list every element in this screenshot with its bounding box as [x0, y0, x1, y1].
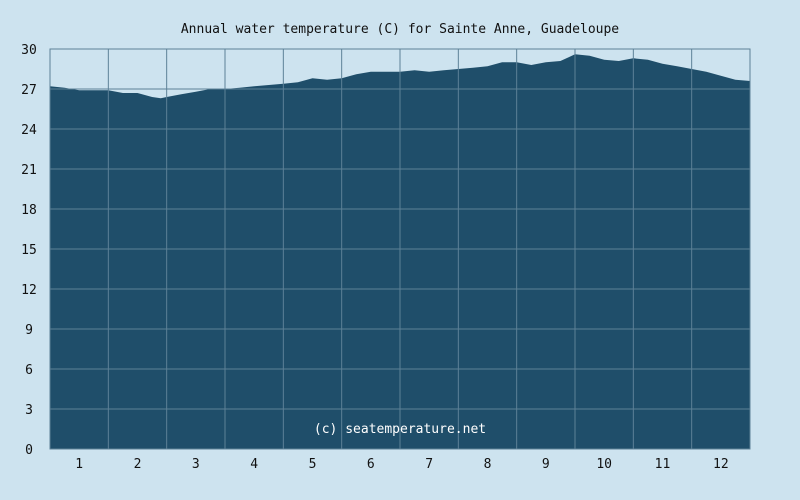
x-tick-label: 7 — [425, 457, 433, 472]
y-tick-label: 6 — [25, 363, 33, 378]
x-tick-label: 6 — [367, 457, 375, 472]
x-tick-label: 2 — [134, 457, 142, 472]
y-tick-label: 15 — [21, 243, 37, 258]
x-tick-label: 10 — [596, 457, 612, 472]
y-tick-label: 3 — [25, 403, 33, 418]
y-tick-label: 27 — [21, 83, 37, 98]
y-tick-label: 24 — [21, 123, 37, 138]
chart-title: Annual water temperature (C) for Sainte … — [181, 22, 619, 37]
watermark-text: (c) seatemperature.net — [314, 422, 486, 437]
y-tick-label: 9 — [25, 323, 33, 338]
y-tick-label: 0 — [25, 443, 33, 458]
y-tick-label: 30 — [21, 43, 37, 58]
x-tick-label: 5 — [309, 457, 317, 472]
y-tick-label: 18 — [21, 203, 37, 218]
x-tick-label: 9 — [542, 457, 550, 472]
x-tick-label: 1 — [75, 457, 83, 472]
x-tick-label: 4 — [250, 457, 258, 472]
y-axis-ticks: 0 3 6 9 12 15 18 21 24 27 30 — [21, 43, 37, 458]
x-axis-ticks: 1 2 3 4 5 6 7 8 9 10 11 12 — [75, 457, 728, 472]
y-tick-label: 21 — [21, 163, 37, 178]
plot-border — [49, 48, 751, 450]
x-tick-label: 11 — [655, 457, 671, 472]
x-tick-label: 8 — [484, 457, 492, 472]
x-tick-label: 12 — [713, 457, 729, 472]
y-tick-label: 12 — [21, 283, 37, 298]
x-tick-label: 3 — [192, 457, 200, 472]
plot-area — [49, 48, 751, 450]
